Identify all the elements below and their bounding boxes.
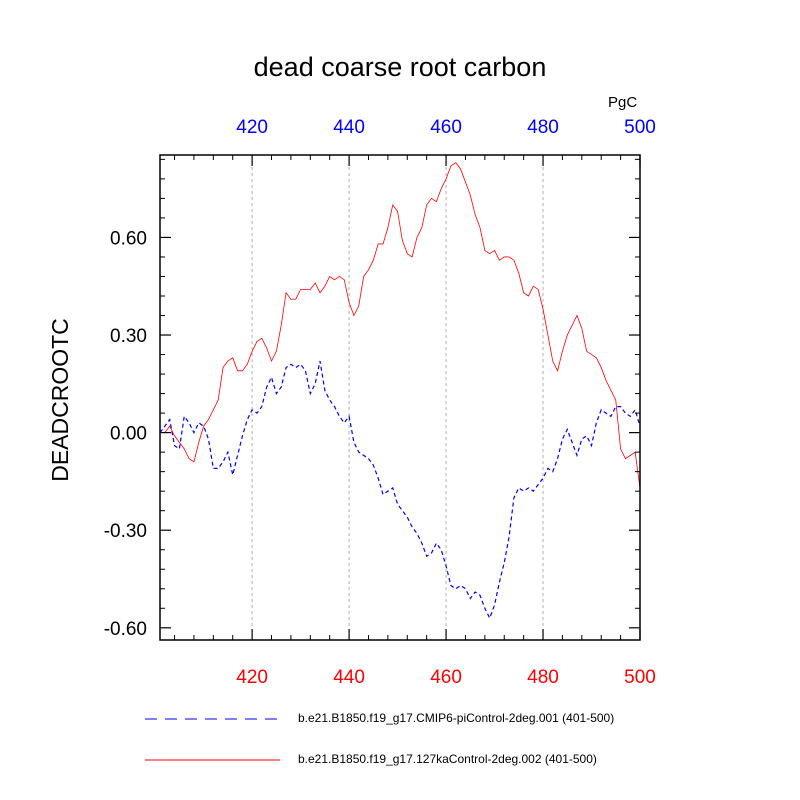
x-tick-label-bottom: 480 xyxy=(527,667,559,688)
x-tick-label-bottom: 440 xyxy=(333,667,365,688)
x-tick-label-bottom: 420 xyxy=(236,667,268,688)
axis-ticks xyxy=(160,155,641,640)
tick-labels: 420 420 440 440 460 460 480 480 500 500 -0.60 -0.30… xyxy=(104,117,656,688)
chart-title: dead coarse root carbon xyxy=(253,52,547,82)
y-axis-label: DEADCROOTC xyxy=(47,318,73,482)
legend-entry-127ka-control: b.e21.B1850.f19_g17.127kaControl-2deg.00… xyxy=(298,752,597,766)
units-label: PgC xyxy=(608,94,638,111)
x-tick-label-top: 500 xyxy=(624,117,656,138)
x-tick-label-top: 440 xyxy=(333,117,365,138)
series-lines xyxy=(159,162,641,620)
x-tick-label-top: 420 xyxy=(236,117,268,138)
y-tick-label: 0.60 xyxy=(110,228,147,249)
series-line-0 xyxy=(159,360,641,620)
x-tick-label-bottom: 500 xyxy=(624,667,656,688)
series-line-1 xyxy=(160,162,641,488)
legend xyxy=(145,718,280,761)
y-tick-label: -0.30 xyxy=(104,521,147,542)
plot-frame xyxy=(159,154,641,641)
y-tick-label: 0.30 xyxy=(110,326,147,347)
x-tick-label-bottom: 460 xyxy=(430,667,462,688)
legend-entry-pi-control: b.e21.B1850.f19_g17.CMIP6-piControl-2deg… xyxy=(298,711,615,725)
x-tick-label-top: 460 xyxy=(430,117,462,138)
x-tick-label-top: 480 xyxy=(527,117,559,138)
y-tick-label: -0.60 xyxy=(104,619,147,640)
y-tick-label: 0.00 xyxy=(110,424,147,445)
gridlines xyxy=(251,155,544,640)
